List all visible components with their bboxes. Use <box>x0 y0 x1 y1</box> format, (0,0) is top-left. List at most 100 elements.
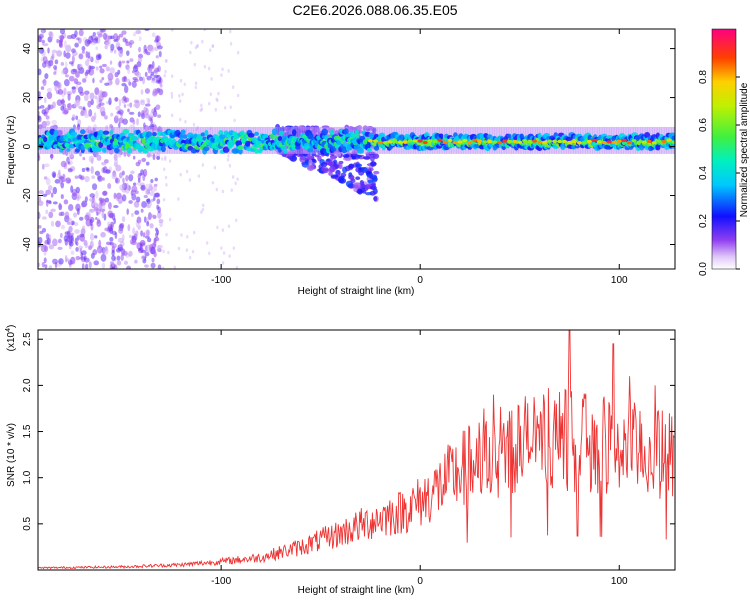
band-blob <box>102 130 110 135</box>
band-blob <box>198 136 204 142</box>
noise-dot <box>61 224 66 230</box>
band-core <box>457 140 463 144</box>
noise-dot <box>118 122 121 129</box>
y-tick-label: -40 <box>22 237 33 252</box>
disturbance-dot <box>371 182 376 187</box>
band-blob <box>671 135 675 141</box>
noise-dot <box>111 255 116 262</box>
noise-dot <box>194 81 198 86</box>
noise-dot <box>140 208 144 213</box>
noise-dot <box>60 105 65 111</box>
noise-dot <box>52 186 58 195</box>
band-blob <box>122 128 130 135</box>
snr-marks <box>38 330 675 570</box>
noise-dot <box>131 212 134 217</box>
band-blob <box>271 128 278 136</box>
disturbance-dot <box>372 175 378 183</box>
band-blob <box>145 131 153 139</box>
noise-dot <box>97 90 104 98</box>
noise-dot <box>155 55 159 59</box>
noise-dot <box>71 55 75 64</box>
noise-dot <box>224 105 227 110</box>
band-blob <box>126 147 133 154</box>
svg-text:(x104): (x104) <box>5 325 17 352</box>
snr-panel: -100 0 100 0.5 1.0 1.5 2.0 2.5 Height of straig… <box>5 325 676 596</box>
noise-dot <box>146 97 150 102</box>
noise-dot <box>170 95 174 99</box>
noise-dot <box>57 89 64 95</box>
noise-dot <box>88 65 92 73</box>
noise-dot <box>140 89 144 95</box>
disturbance-dot <box>327 160 333 167</box>
noise-dot <box>154 177 159 182</box>
noise-dot <box>44 264 48 269</box>
noise-dot <box>132 155 136 160</box>
noise-dot <box>41 61 47 68</box>
noise-dot <box>162 266 165 269</box>
noise-dot <box>74 30 78 38</box>
noise-dot <box>95 54 101 61</box>
band-core <box>552 139 558 143</box>
noise-dot <box>194 85 198 90</box>
noise-dot <box>140 230 143 237</box>
noise-dot <box>71 86 76 90</box>
noise-dot <box>93 36 99 41</box>
noise-dot <box>116 260 122 266</box>
noise-dot <box>108 97 112 106</box>
noise-dot <box>101 262 106 269</box>
band-blob <box>70 131 78 137</box>
noise-dot <box>69 232 74 236</box>
noise-dot <box>165 232 168 237</box>
noise-dot <box>83 93 89 102</box>
noise-dot <box>178 99 182 103</box>
band-core <box>507 139 513 144</box>
noise-dot <box>78 29 84 37</box>
noise-dot <box>104 227 110 232</box>
disturbance-dot <box>370 161 377 167</box>
band-blob <box>141 137 146 145</box>
noise-dot <box>72 68 78 73</box>
noise-dot <box>114 97 119 102</box>
band-core <box>591 138 597 142</box>
noise-dot <box>197 174 201 178</box>
noise-dot <box>152 153 156 161</box>
noise-dot <box>81 263 85 269</box>
noise-dot <box>123 85 129 94</box>
noise-dot <box>38 91 41 96</box>
disturbance-dot <box>365 170 372 175</box>
noise-dot <box>154 185 158 192</box>
noise-dot <box>117 244 123 251</box>
noise-dot <box>64 61 68 69</box>
noise-dot <box>133 103 138 108</box>
band-halo <box>238 126 242 154</box>
noise-dot <box>61 70 68 75</box>
band-blob <box>245 140 251 147</box>
noise-dot <box>120 254 124 261</box>
disturbance-dot <box>338 163 343 170</box>
disturbance-dot <box>330 155 336 160</box>
noise-dot <box>98 239 102 248</box>
colorbar-tick-label: 0.2 <box>698 214 709 228</box>
noise-dot <box>128 250 133 257</box>
noise-dot <box>120 112 123 117</box>
noise-dot <box>89 216 95 223</box>
noise-dot <box>84 113 90 118</box>
band-core <box>447 138 453 143</box>
noise-dot <box>170 74 174 79</box>
noise-dot <box>144 252 150 257</box>
noise-dot <box>57 238 62 244</box>
noise-dot <box>200 103 203 108</box>
band-blob <box>234 148 240 154</box>
band-blob <box>79 129 86 135</box>
noise-dot <box>200 107 204 112</box>
noise-dot <box>196 44 199 49</box>
noise-dot <box>68 75 75 82</box>
noise-dot <box>60 233 63 239</box>
noise-dot <box>125 78 131 83</box>
noise-dot <box>115 114 119 118</box>
chart-title: C2E6.2026.088.06.35.E05 <box>292 2 458 18</box>
noise-dot <box>168 217 172 222</box>
band-halo <box>386 126 390 154</box>
band-blob <box>80 144 85 151</box>
noise-dot <box>76 37 80 41</box>
